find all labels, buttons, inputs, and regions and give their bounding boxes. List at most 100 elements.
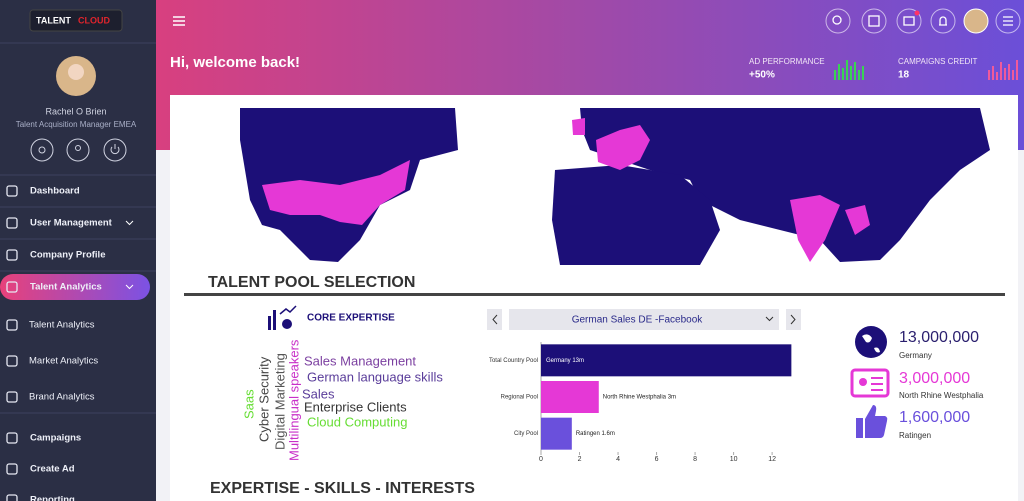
nav-icon bbox=[6, 217, 18, 229]
logout-button[interactable] bbox=[103, 138, 127, 162]
user-role: Talent Acquisition Manager EMEA bbox=[16, 120, 137, 129]
icon bbox=[868, 15, 880, 27]
nav-icon bbox=[6, 494, 18, 501]
nav-label: Create Ad bbox=[30, 464, 75, 475]
bar bbox=[541, 417, 572, 450]
sparkline bbox=[988, 60, 1018, 80]
stat-value: 18 bbox=[898, 70, 910, 81]
icon bbox=[765, 316, 774, 322]
mail-button[interactable] bbox=[896, 8, 922, 34]
nav-icon bbox=[6, 185, 18, 197]
nav-icon bbox=[6, 463, 18, 475]
next-button[interactable] bbox=[786, 309, 801, 330]
kpi-label: Ratingen bbox=[899, 431, 931, 440]
icon bbox=[75, 145, 81, 151]
word: Sales bbox=[302, 386, 335, 401]
word: Digital Marketing bbox=[272, 353, 287, 450]
icon bbox=[790, 314, 796, 325]
avatar-face bbox=[68, 64, 84, 80]
search-button[interactable] bbox=[825, 8, 851, 34]
y-tick-label: Regional Pool bbox=[501, 395, 538, 401]
bar-label: North Rhine Westphalia 3m bbox=[603, 395, 676, 401]
icon bbox=[1003, 16, 1013, 26]
nav-label: Talent Analytics bbox=[30, 282, 102, 293]
nav-icon bbox=[6, 249, 18, 261]
talent-pool-chart: 0 2 4 6 8 10 12 Total Country Pool Germany 13m Re… bbox=[489, 342, 792, 463]
x-tick-label: 8 bbox=[693, 456, 697, 463]
word: Sales Management bbox=[304, 353, 416, 368]
kpi-label: North Rhine Westphalia bbox=[899, 391, 984, 400]
nav-icon bbox=[6, 391, 18, 403]
nav-icon bbox=[6, 432, 18, 444]
logo-part: CLOUD bbox=[78, 15, 110, 25]
word: Cyber Security bbox=[256, 356, 271, 442]
widget-title: CORE EXPERTISE bbox=[307, 313, 395, 324]
section-divider bbox=[184, 293, 1005, 296]
kpi-value: 13,000,000 bbox=[899, 329, 979, 346]
icon bbox=[903, 16, 915, 26]
x-tick-label: 4 bbox=[616, 456, 620, 463]
active-nav bbox=[0, 274, 150, 300]
logo-part: TALENT bbox=[36, 15, 71, 25]
stat-value: +50% bbox=[749, 70, 775, 81]
kpi-value: 3,000,000 bbox=[899, 370, 970, 387]
icon bbox=[38, 146, 46, 154]
bar bbox=[541, 381, 599, 413]
settings-button[interactable] bbox=[30, 138, 54, 162]
y-tick-label: Total Country Pool bbox=[489, 358, 538, 364]
word: Enterprise Clients bbox=[304, 399, 407, 414]
word: Multilingual speakers bbox=[286, 339, 301, 461]
nav-label: Talent Analytics bbox=[29, 320, 95, 331]
chevron bbox=[125, 284, 134, 290]
kpi-label: Germany bbox=[899, 351, 932, 360]
icon bbox=[859, 378, 867, 386]
user-name: Rachel O Brien bbox=[45, 106, 106, 116]
prev-button[interactable] bbox=[487, 309, 502, 330]
bar-label: Germany 13m bbox=[546, 358, 584, 364]
x-tick-label: 2 bbox=[578, 456, 582, 463]
word: Cloud Computing bbox=[307, 414, 407, 429]
nav-icon bbox=[6, 355, 18, 367]
icon bbox=[939, 16, 947, 26]
badge bbox=[914, 10, 920, 16]
nav-icon bbox=[6, 319, 18, 331]
nav-label: Campaigns bbox=[30, 433, 81, 444]
fullscreen-button[interactable] bbox=[861, 8, 887, 34]
stat-label: AD PERFORMANCE bbox=[749, 57, 825, 66]
sparkline bbox=[834, 60, 864, 80]
dropdown-value: German Sales DE -Facebook bbox=[572, 315, 704, 326]
icon bbox=[871, 377, 883, 391]
user-avatar[interactable] bbox=[963, 8, 989, 34]
menu-toggle[interactable] bbox=[173, 16, 185, 26]
icon bbox=[110, 144, 120, 155]
logo-box bbox=[29, 9, 123, 32]
nav-label: Dashboard bbox=[30, 186, 80, 197]
x-tick-label: 6 bbox=[655, 456, 659, 463]
nav-label: Reporting bbox=[30, 495, 75, 501]
nav-item[interactable] bbox=[0, 456, 156, 482]
expertise-icon bbox=[268, 305, 297, 330]
chevron bbox=[125, 220, 134, 226]
greeting: Hi, welcome back! bbox=[170, 54, 300, 71]
icon bbox=[492, 314, 498, 325]
x-tick-label: 10 bbox=[730, 456, 738, 463]
icon bbox=[832, 15, 842, 25]
x-tick-label: 0 bbox=[539, 456, 543, 463]
profile-button[interactable] bbox=[66, 138, 90, 162]
section-title: EXPERTISE - SKILLS - INTERESTS bbox=[210, 480, 475, 497]
thumbs-up-icon bbox=[856, 405, 888, 438]
nav-item[interactable] bbox=[0, 487, 156, 501]
notification-button[interactable] bbox=[930, 8, 956, 34]
kpi-value: 1,600,000 bbox=[899, 409, 970, 426]
icon bbox=[862, 334, 880, 353]
nav-label: Brand Analytics bbox=[29, 392, 95, 403]
word: Saas bbox=[241, 389, 256, 419]
options-button[interactable] bbox=[995, 8, 1021, 34]
nav-label: User Management bbox=[30, 218, 113, 229]
world-map bbox=[240, 108, 990, 265]
nav-icon bbox=[6, 281, 18, 293]
bar-label: Ratingen 1.6m bbox=[576, 431, 615, 437]
campaign-dropdown[interactable] bbox=[509, 309, 779, 330]
